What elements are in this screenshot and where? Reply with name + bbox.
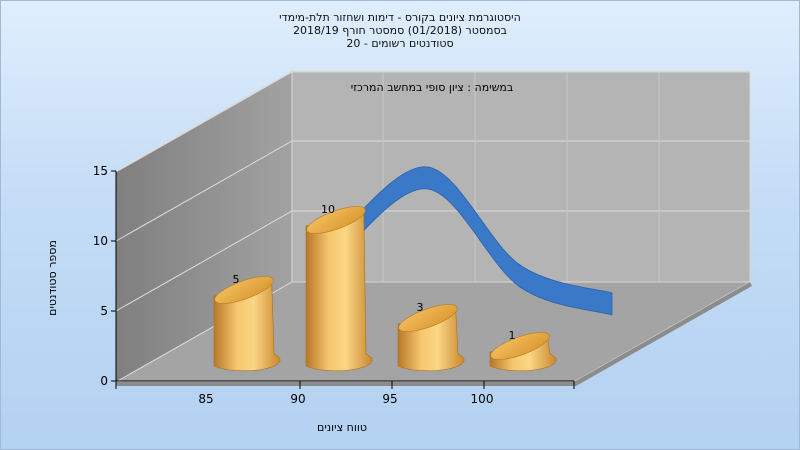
x-tick-label: 85 (198, 392, 213, 406)
chart-subtitle-semester: בסמסטר (01/2018) סמסטר חורף 2018/19 (293, 24, 507, 37)
ribbon-layer (335, 166, 613, 316)
bar: 1 (489, 329, 557, 372)
y-tick-label: 15 (93, 164, 108, 178)
y-tick-label: 0 (100, 374, 108, 388)
bars-layer: 5 10 3 1 (213, 203, 557, 372)
x-axis: 85 90 95 100 (115, 380, 575, 406)
bar-top (490, 332, 550, 360)
bar: 5 (213, 273, 281, 372)
bar-value-label: 1 (509, 329, 516, 342)
x-tick-label: 100 (471, 392, 494, 406)
bar-value-label: 10 (321, 203, 335, 216)
grid-layer (115, 70, 750, 312)
grid-line (115, 70, 750, 172)
bar-body (489, 339, 557, 372)
y-axis-title: מספר סטודנטים (46, 240, 59, 316)
x-tick-label: 95 (382, 392, 397, 406)
bar-top (398, 304, 458, 332)
bar-body (305, 213, 373, 372)
bar-top (214, 276, 274, 304)
chart-subtitle-students: סטודנטים רשומים - 20 (346, 37, 454, 50)
bar: 3 (397, 301, 465, 372)
y-tick-label: 5 (100, 304, 108, 318)
bar: 10 (305, 203, 373, 372)
x-axis-title: טווח ציונים (317, 421, 367, 434)
grid-line (115, 210, 750, 312)
bar-body (213, 283, 281, 372)
y-axis: 0 5 10 15 (93, 164, 117, 388)
bar-value-label: 3 (417, 301, 424, 314)
y-tick-label: 10 (93, 234, 108, 248)
bar-top (306, 206, 366, 234)
bar-value-label: 5 (233, 273, 240, 286)
x-tick-label: 90 (290, 392, 305, 406)
chart-annotation: במשימה : ציון סופי במחשב המרכזי (351, 81, 514, 94)
chart-title: היסטוגרמת ציונים בקורס - דימות ושחזור תל… (279, 11, 521, 24)
grid-line (115, 140, 750, 242)
trend-ribbon (335, 166, 613, 316)
